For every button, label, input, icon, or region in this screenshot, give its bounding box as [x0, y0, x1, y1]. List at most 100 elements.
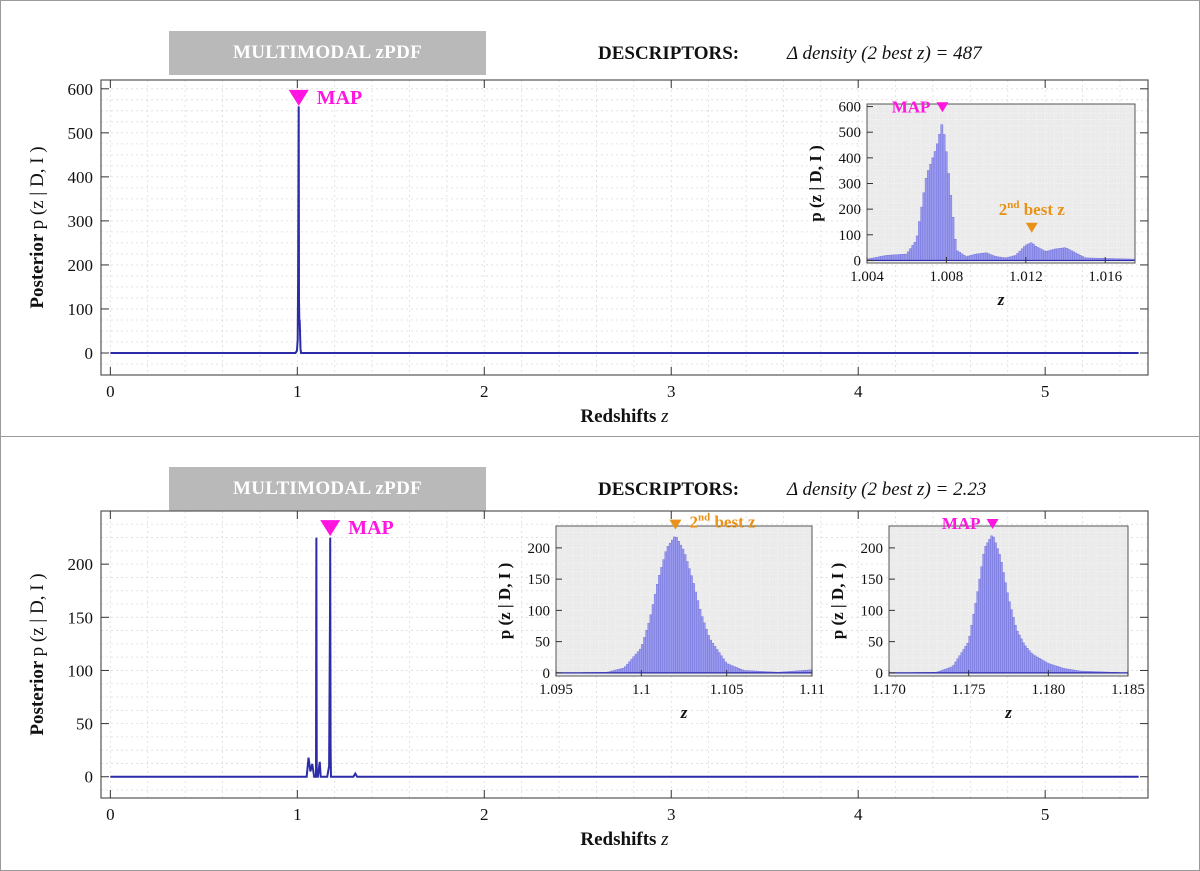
histogram-bar: [886, 255, 890, 261]
histogram-bar: [685, 561, 689, 674]
inset-y-tick-label: 150: [528, 572, 551, 588]
histogram-bar: [1058, 248, 1062, 261]
inset-y-tick-label: 300: [839, 177, 862, 193]
map-marker-icon: [986, 519, 999, 529]
histogram-bar: [681, 548, 685, 674]
histogram-bar: [636, 651, 640, 674]
y-tick-label: 200: [68, 555, 94, 574]
inset-y-tick-label: 200: [839, 202, 862, 218]
histogram-bar: [913, 242, 917, 261]
descriptors-value: Δ density (2 best z) = 487: [787, 43, 982, 64]
histogram-bar: [1030, 652, 1033, 674]
histogram-bar: [1044, 661, 1047, 674]
inset-bars: [866, 124, 1136, 261]
y-tick-label: 150: [68, 608, 94, 627]
histogram-bar: [1012, 617, 1015, 674]
histogram-bar: [1014, 255, 1017, 261]
inset-x-axis-label: z: [997, 290, 1005, 309]
histogram-bar: [675, 537, 678, 674]
posterior-series-line: [110, 537, 1139, 778]
histogram-bar: [1029, 242, 1033, 261]
histogram-bar: [976, 591, 979, 674]
histogram-bar: [1040, 659, 1043, 674]
histogram-bar: [922, 192, 926, 261]
histogram-bar: [929, 163, 932, 261]
inset-bars: [912, 535, 1121, 674]
inset-y-tick-label: 100: [839, 228, 862, 244]
histogram-bar: [722, 658, 725, 674]
histogram-bar: [707, 635, 710, 674]
histogram-bar: [1014, 625, 1017, 674]
histogram-bar: [942, 134, 946, 261]
histogram-bar: [696, 600, 700, 674]
histogram-bar: [728, 664, 732, 674]
inset-x-axis-label: z: [680, 703, 688, 722]
inset-x-tick-label: 1.016: [1088, 269, 1122, 285]
histogram-bar: [720, 655, 723, 674]
histogram-bar: [664, 551, 668, 674]
histogram-bar: [619, 668, 623, 674]
inset-x-tick-label: 1.008: [930, 269, 964, 285]
histogram-bar: [647, 623, 651, 674]
histogram-bar: [940, 124, 944, 261]
x-axis-label-var: z: [660, 829, 669, 850]
inset-y-tick-label: 50: [868, 635, 883, 651]
histogram-bar: [1016, 253, 1020, 261]
histogram-bar: [956, 658, 959, 674]
y-tick-label: 500: [68, 124, 94, 143]
histogram-bar: [951, 217, 955, 261]
inset-y-axis-label: p (z | D, I ): [806, 145, 825, 221]
y-axis-label-prefix: Posterior: [27, 229, 48, 308]
histogram-bar: [936, 143, 939, 261]
second-best-label: 2nd best z: [689, 512, 756, 532]
histogram-bar: [954, 661, 957, 674]
histogram-bar: [898, 254, 901, 261]
histogram-bar: [1052, 249, 1055, 261]
plot-frame: [100, 510, 1149, 799]
histogram-bar: [1032, 654, 1035, 674]
x-tick-label: 0: [106, 382, 115, 401]
histogram-bar: [1076, 253, 1080, 261]
y-tick-label: 100: [68, 661, 94, 680]
histogram-bar: [968, 635, 971, 674]
histogram-bar: [1038, 658, 1041, 674]
histogram-bar: [651, 604, 655, 674]
histogram-bar: [683, 554, 687, 674]
histogram-bar: [949, 195, 953, 261]
y-tick-label: 200: [68, 256, 94, 275]
histogram-bar: [639, 648, 642, 674]
histogram-bar: [911, 245, 915, 261]
histogram-bar: [904, 253, 908, 261]
histogram-bar: [713, 646, 717, 674]
histogram-bar: [630, 658, 634, 674]
histogram-bar: [1020, 248, 1024, 261]
histogram-bar: [900, 254, 903, 261]
map-marker-icon: [320, 520, 341, 537]
histogram-bar: [673, 536, 676, 674]
y-tick-label: 600: [68, 80, 94, 99]
histogram-bar: [621, 667, 625, 674]
histogram-bar: [1052, 664, 1055, 674]
histogram-bar: [717, 652, 721, 674]
x-tick-label: 4: [854, 382, 863, 401]
inset-x-tick-label: 1.170: [872, 682, 906, 698]
histogram-bar: [918, 221, 921, 261]
histogram-bar: [732, 666, 736, 674]
histogram-bar: [737, 668, 740, 674]
histogram-bar: [1074, 252, 1078, 261]
histogram-bar: [656, 584, 659, 674]
second-best-marker-icon: [1025, 222, 1038, 233]
histogram-bar: [1018, 634, 1021, 674]
map-marker-icon: [936, 102, 949, 113]
map-marker-label: MAP: [348, 517, 394, 539]
x-axis-label: Redshifts z: [580, 829, 669, 850]
inset-y-tick-label: 0: [876, 666, 884, 682]
second-best-label-rest: best z: [710, 513, 756, 532]
histogram-bar: [658, 575, 661, 674]
histogram-bar: [1010, 609, 1013, 674]
histogram-bar: [956, 250, 959, 261]
histogram-bar: [915, 235, 919, 261]
second-best-label-num: 2: [999, 200, 1008, 219]
inset-x-tick-label: 1.1: [632, 682, 651, 698]
histogram-bar: [978, 578, 981, 674]
